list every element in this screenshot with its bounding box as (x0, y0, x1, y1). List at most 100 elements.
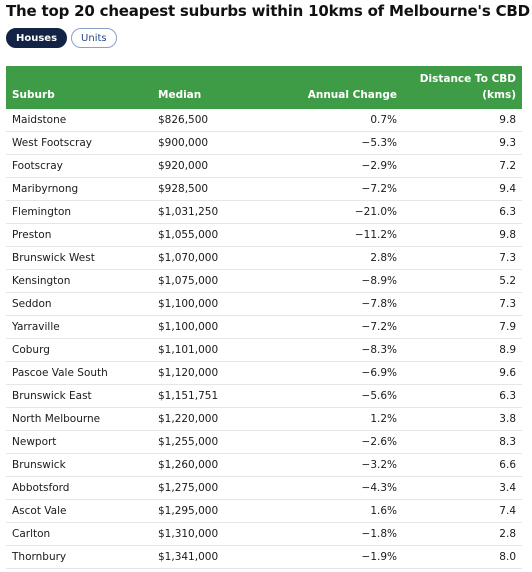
cell-distance: 9.8 (403, 223, 522, 247)
column-header-distance-line1: Distance To CBD (419, 73, 516, 85)
cell-median: $1,101,000 (152, 338, 272, 362)
cell-median: $1,055,000 (152, 223, 272, 247)
cell-annual-change: 2.8% (272, 246, 403, 270)
table-header-row: Suburb Median Annual Change Distance To … (6, 66, 522, 109)
column-header-annual-change: Annual Change (272, 66, 403, 109)
table-row: Coburg $1,101,000 −8.3% 8.9 (6, 338, 522, 362)
cell-suburb: Brunswick West (6, 246, 152, 270)
cell-distance: 3.4 (403, 476, 522, 500)
cell-suburb: Abbotsford (6, 476, 152, 500)
cell-median: $1,100,000 (152, 292, 272, 316)
cell-suburb: Kensington (6, 269, 152, 293)
cell-annual-change: −7.2% (272, 177, 403, 201)
table-row: Flemington $1,031,250 −21.0% 6.3 (6, 200, 522, 224)
units-toggle-button[interactable]: Units (71, 28, 117, 48)
suburbs-table: Suburb Median Annual Change Distance To … (6, 66, 522, 569)
table-row: Preston $1,055,000 −11.2% 9.8 (6, 223, 522, 247)
table-row: Carlton $1,310,000 −1.8% 2.8 (6, 522, 522, 546)
table-body: Maidstone $826,500 0.7% 9.8 West Footscray $9… (6, 109, 522, 569)
cell-distance: 7.9 (403, 315, 522, 339)
cell-distance: 8.0 (403, 545, 522, 569)
cell-distance: 7.2 (403, 154, 522, 178)
cell-annual-change: 0.7% (272, 109, 403, 132)
cell-annual-change: −1.9% (272, 545, 403, 569)
table-header: Suburb Median Annual Change Distance To … (6, 66, 522, 109)
cell-distance: 5.2 (403, 269, 522, 293)
cell-annual-change: −2.9% (272, 154, 403, 178)
table-row: Brunswick $1,260,000 −3.2% 6.6 (6, 453, 522, 477)
page-title: The top 20 cheapest suburbs within 10kms… (6, 2, 530, 20)
cell-median: $1,151,751 (152, 384, 272, 408)
table-row: Kensington $1,075,000 −8.9% 5.2 (6, 269, 522, 293)
view-toggle-group: Houses Units (6, 28, 117, 48)
table-row: Brunswick East $1,151,751 −5.6% 6.3 (6, 384, 522, 408)
cell-median: $1,100,000 (152, 315, 272, 339)
cell-annual-change: −5.6% (272, 384, 403, 408)
cell-suburb: Yarraville (6, 315, 152, 339)
cell-suburb: Pascoe Vale South (6, 361, 152, 385)
cell-suburb: Maribyrnong (6, 177, 152, 201)
cell-distance: 7.3 (403, 246, 522, 270)
cell-distance: 8.9 (403, 338, 522, 362)
cell-annual-change: −8.3% (272, 338, 403, 362)
cell-median: $1,220,000 (152, 407, 272, 431)
column-header-distance: Distance To CBD (kms) (403, 66, 522, 109)
cell-annual-change: 1.2% (272, 407, 403, 431)
cell-distance: 7.3 (403, 292, 522, 316)
cell-suburb: Brunswick East (6, 384, 152, 408)
cell-suburb: Coburg (6, 338, 152, 362)
cell-median: $1,260,000 (152, 453, 272, 477)
column-header-annual-change-label: Annual Change (307, 89, 397, 101)
cell-annual-change: −11.2% (272, 223, 403, 247)
table-row: Pascoe Vale South $1,120,000 −6.9% 9.6 (6, 361, 522, 385)
column-header-median: Median (152, 66, 272, 109)
table-row: Ascot Vale $1,295,000 1.6% 7.4 (6, 499, 522, 523)
cell-median: $1,031,250 (152, 200, 272, 224)
houses-toggle-button[interactable]: Houses (6, 28, 68, 48)
cell-suburb: Maidstone (6, 109, 152, 132)
cell-distance: 7.4 (403, 499, 522, 523)
cell-suburb: Newport (6, 430, 152, 454)
cell-suburb: Flemington (6, 200, 152, 224)
table-row: Maribyrnong $928,500 −7.2% 9.4 (6, 177, 522, 201)
cell-annual-change: 1.6% (272, 499, 403, 523)
cell-distance: 6.6 (403, 453, 522, 477)
cell-median: $900,000 (152, 131, 272, 155)
cell-annual-change: −3.2% (272, 453, 403, 477)
table-row: Maidstone $826,500 0.7% 9.8 (6, 109, 522, 132)
cell-median: $1,295,000 (152, 499, 272, 523)
cell-annual-change: −8.9% (272, 269, 403, 293)
table-row: West Footscray $900,000 −5.3% 9.3 (6, 131, 522, 155)
cell-median: $1,255,000 (152, 430, 272, 454)
cell-distance: 6.3 (403, 384, 522, 408)
cell-distance: 9.8 (403, 109, 522, 132)
cell-median: $1,120,000 (152, 361, 272, 385)
cell-median: $826,500 (152, 109, 272, 132)
cell-distance: 6.3 (403, 200, 522, 224)
cell-annual-change: −4.3% (272, 476, 403, 500)
table-row: Thornbury $1,341,000 −1.9% 8.0 (6, 545, 522, 569)
cell-median: $920,000 (152, 154, 272, 178)
cell-median: $1,275,000 (152, 476, 272, 500)
column-header-median-label: Median (158, 89, 202, 101)
cell-suburb: West Footscray (6, 131, 152, 155)
table-row: Newport $1,255,000 −2.6% 8.3 (6, 430, 522, 454)
cell-annual-change: −6.9% (272, 361, 403, 385)
cell-median: $1,075,000 (152, 269, 272, 293)
table-row: North Melbourne $1,220,000 1.2% 3.8 (6, 407, 522, 431)
cell-distance: 2.8 (403, 522, 522, 546)
cell-suburb: Brunswick (6, 453, 152, 477)
cell-median: $1,310,000 (152, 522, 272, 546)
cell-suburb: Seddon (6, 292, 152, 316)
cell-distance: 9.6 (403, 361, 522, 385)
cell-annual-change: −2.6% (272, 430, 403, 454)
suburbs-table-container: Suburb Median Annual Change Distance To … (6, 66, 522, 569)
table-row: Seddon $1,100,000 −7.8% 7.3 (6, 292, 522, 316)
cell-suburb: Carlton (6, 522, 152, 546)
cell-median: $1,341,000 (152, 545, 272, 569)
cell-distance: 9.4 (403, 177, 522, 201)
cell-median: $1,070,000 (152, 246, 272, 270)
cell-distance: 9.3 (403, 131, 522, 155)
cell-suburb: Footscray (6, 154, 152, 178)
cell-suburb: Ascot Vale (6, 499, 152, 523)
